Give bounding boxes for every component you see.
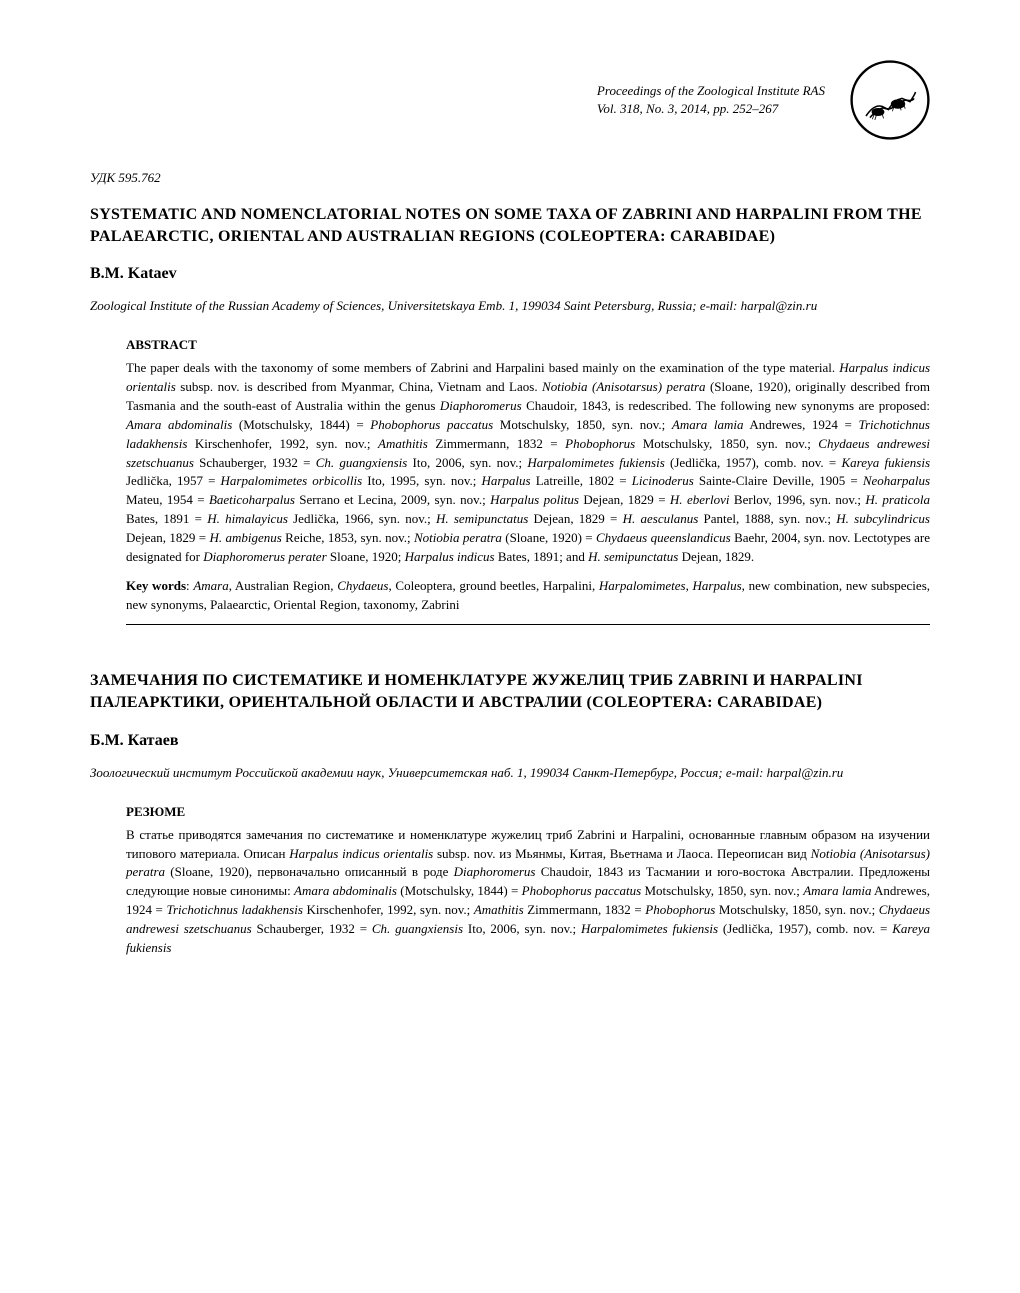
resume-header: РЕЗЮМЕ	[126, 804, 930, 820]
journal-title: Proceedings of the Zoological Institute …	[597, 82, 825, 100]
keywords-section: Key words: Amara, Australian Region, Chy…	[126, 577, 930, 626]
abstract-text: The paper deals with the taxonomy of som…	[126, 359, 930, 566]
author-russian: Б.М. Катаев	[90, 732, 930, 750]
keywords-label: Key words	[126, 578, 186, 593]
affiliation-russian: Зоологический институт Российской академ…	[90, 764, 930, 782]
russian-section: ЗАМЕЧАНИЯ ПО СИСТЕМАТИКЕ И НОМЕНКЛАТУРЕ …	[90, 670, 930, 957]
abstract-header: ABSTRACT	[126, 337, 930, 353]
resume-text: В статье приводятся замечания по система…	[126, 826, 930, 958]
journal-info: Proceedings of the Zoological Institute …	[597, 82, 825, 118]
affiliation-english: Zoological Institute of the Russian Acad…	[90, 297, 930, 315]
keywords-text: : Amara, Australian Region, Chydaeus, Co…	[126, 578, 930, 612]
page-header: Proceedings of the Zoological Institute …	[90, 60, 930, 140]
journal-logo-icon	[850, 60, 930, 140]
article-title-russian: ЗАМЕЧАНИЯ ПО СИСТЕМАТИКЕ И НОМЕНКЛАТУРЕ …	[90, 670, 930, 713]
udk-classifier: УДК 595.762	[90, 170, 930, 186]
article-title-english: SYSTEMATIC AND NOMENCLATORIAL NOTES ON S…	[90, 204, 930, 247]
volume-info: Vol. 318, No. 3, 2014, рр. 252–267	[597, 100, 825, 118]
author-english: B.M. Kataev	[90, 265, 930, 283]
